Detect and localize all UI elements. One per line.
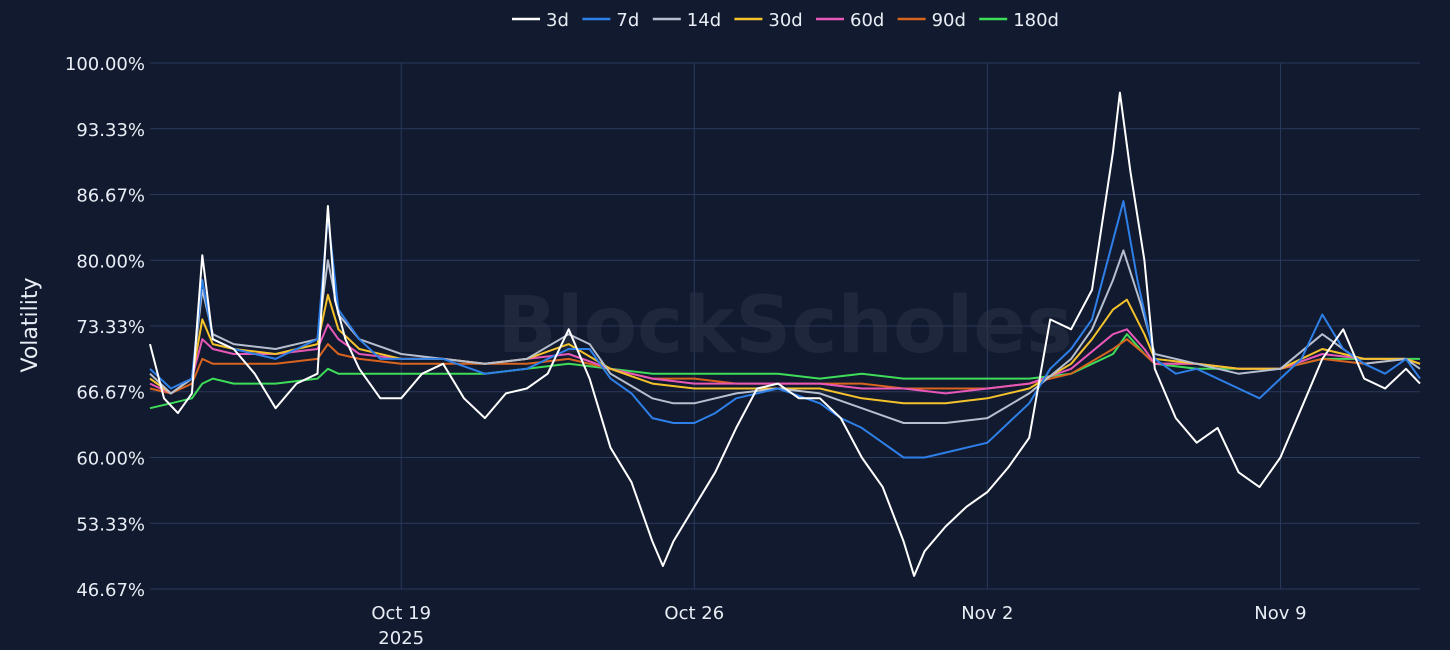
series-line-180d	[149, 333, 1420, 410]
legend: 3d 7d 14d 30d 60d 90d 180d	[512, 10, 1059, 31]
x-tick-label: Oct 19	[371, 603, 431, 624]
legend-label-30d: 30d	[768, 10, 802, 31]
x-axis-ticks: Oct 19 2025 Oct 26 Nov 2 Nov 9	[371, 603, 1306, 649]
x-tick-year-label: 2025	[378, 628, 424, 649]
x-tick-label: Nov 9	[1254, 603, 1306, 624]
y-tick-label: 66.67%	[76, 383, 145, 404]
y-tick-label: 46.67%	[76, 580, 145, 601]
x-tick-label: Nov 2	[961, 603, 1013, 624]
grid-lines	[150, 62, 1420, 590]
y-tick-label: 100.00%	[65, 54, 145, 75]
legend-label-7d: 7d	[616, 10, 639, 31]
y-axis-ticks: 100.00% 93.33% 86.67% 80.00% 73.33% 66.67% 60.…	[65, 54, 145, 601]
legend-label-14d: 14d	[687, 10, 721, 31]
y-tick-label: 60.00%	[76, 449, 145, 470]
x-tick-label: Oct 26	[664, 603, 724, 624]
legend-label-60d: 60d	[850, 10, 884, 31]
y-axis-title: Volatility	[18, 277, 43, 372]
series-lines	[149, 91, 1421, 577]
y-tick-label: 53.33%	[76, 514, 145, 535]
watermark: BlockScholes	[497, 281, 1072, 371]
legend-label-90d: 90d	[932, 10, 966, 31]
series-line-3d	[149, 91, 1421, 577]
y-tick-label: 86.67%	[76, 185, 145, 206]
y-tick-label: 93.33%	[76, 120, 145, 141]
y-tick-label: 73.33%	[76, 317, 145, 338]
legend-label-180d: 180d	[1013, 10, 1059, 31]
y-tick-label: 80.00%	[76, 251, 145, 272]
legend-label-3d: 3d	[546, 10, 569, 31]
